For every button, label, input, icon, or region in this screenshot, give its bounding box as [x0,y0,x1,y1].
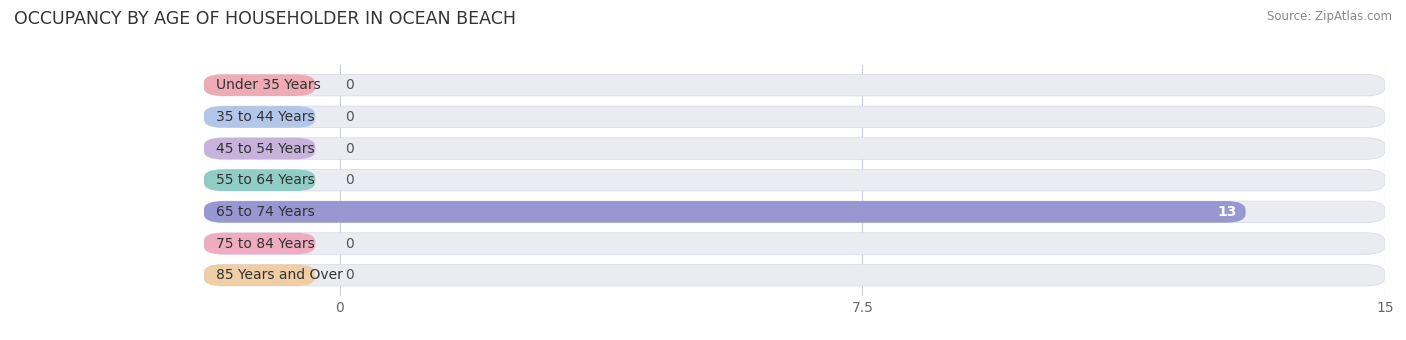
Text: 75 to 84 Years: 75 to 84 Years [217,237,315,251]
FancyBboxPatch shape [204,106,315,128]
Text: Source: ZipAtlas.com: Source: ZipAtlas.com [1267,10,1392,23]
FancyBboxPatch shape [204,233,1385,254]
Text: 55 to 64 Years: 55 to 64 Years [217,173,315,187]
Text: 0: 0 [346,173,354,187]
Text: 0: 0 [346,268,354,282]
Text: 0: 0 [346,110,354,124]
FancyBboxPatch shape [204,138,1385,159]
Text: 13: 13 [1218,205,1237,219]
Text: 0: 0 [346,237,354,251]
Text: 45 to 54 Years: 45 to 54 Years [217,141,315,155]
FancyBboxPatch shape [204,138,315,159]
FancyBboxPatch shape [204,74,1385,96]
Text: 65 to 74 Years: 65 to 74 Years [217,205,315,219]
FancyBboxPatch shape [204,201,1246,223]
FancyBboxPatch shape [204,265,1385,286]
Text: 35 to 44 Years: 35 to 44 Years [217,110,315,124]
FancyBboxPatch shape [204,106,1385,128]
Text: 0: 0 [346,78,354,92]
Text: 0: 0 [346,141,354,155]
FancyBboxPatch shape [204,74,315,96]
Text: Under 35 Years: Under 35 Years [217,78,321,92]
FancyBboxPatch shape [204,201,1385,223]
Text: OCCUPANCY BY AGE OF HOUSEHOLDER IN OCEAN BEACH: OCCUPANCY BY AGE OF HOUSEHOLDER IN OCEAN… [14,10,516,28]
Text: 85 Years and Over: 85 Years and Over [217,268,343,282]
FancyBboxPatch shape [204,233,315,254]
FancyBboxPatch shape [204,169,1385,191]
FancyBboxPatch shape [204,265,315,286]
FancyBboxPatch shape [204,169,315,191]
